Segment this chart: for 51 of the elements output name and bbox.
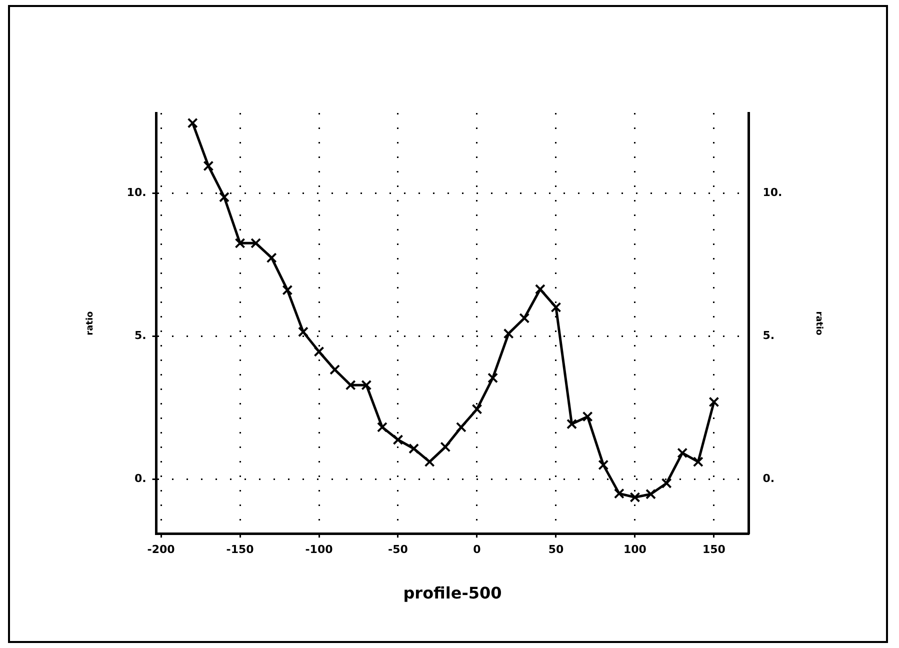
- x-tick-label: 100: [623, 543, 647, 556]
- point: [218, 192, 230, 202]
- point: [519, 312, 530, 324]
- point: [566, 418, 578, 430]
- point: [598, 460, 609, 470]
- point: [314, 346, 324, 357]
- point: [234, 238, 246, 248]
- point: [708, 396, 720, 408]
- point: [266, 252, 277, 264]
- point: [503, 328, 514, 339]
- point: [677, 448, 688, 458]
- point: [456, 422, 466, 432]
- x-tick-label: 0: [473, 543, 482, 556]
- point: [282, 284, 293, 296]
- x-tick-label: -50: [388, 543, 408, 556]
- point: [408, 443, 420, 454]
- y2-tick-label: 5.: [762, 329, 775, 342]
- point: [250, 238, 262, 248]
- y-tick-label: 0.: [134, 472, 146, 486]
- point: [203, 160, 214, 172]
- point: [534, 284, 546, 294]
- y2-tick-label: 0.: [762, 472, 775, 486]
- point: [392, 434, 404, 445]
- y-tick-label: 5.: [134, 329, 146, 342]
- x-tick-label: 150: [702, 543, 726, 556]
- point: [630, 492, 640, 503]
- point: [187, 118, 198, 128]
- x-tick-label: -200: [147, 543, 176, 556]
- point: [550, 302, 562, 313]
- point: [440, 442, 451, 452]
- y2-tick-label: 10.: [762, 186, 782, 199]
- point: [488, 372, 498, 384]
- point: [298, 326, 308, 338]
- point: [361, 380, 372, 390]
- point: [614, 488, 624, 499]
- point: [472, 404, 482, 414]
- x-tick-label: -100: [305, 543, 334, 556]
- point: [345, 380, 356, 390]
- point: [424, 456, 435, 468]
- point: [330, 364, 340, 375]
- x-axis-title: profile-500: [403, 584, 502, 603]
- y-tick-label: 10.: [126, 186, 146, 199]
- x-tick-label: 50: [548, 543, 564, 556]
- y-axis-title: ratio: [86, 311, 96, 336]
- x-tick-label: -150: [226, 543, 254, 556]
- point: [646, 488, 656, 500]
- point: [692, 456, 704, 468]
- point: [582, 411, 593, 422]
- point: [661, 478, 672, 488]
- point: [376, 422, 388, 432]
- y2-axis-title: ratio: [813, 311, 824, 336]
